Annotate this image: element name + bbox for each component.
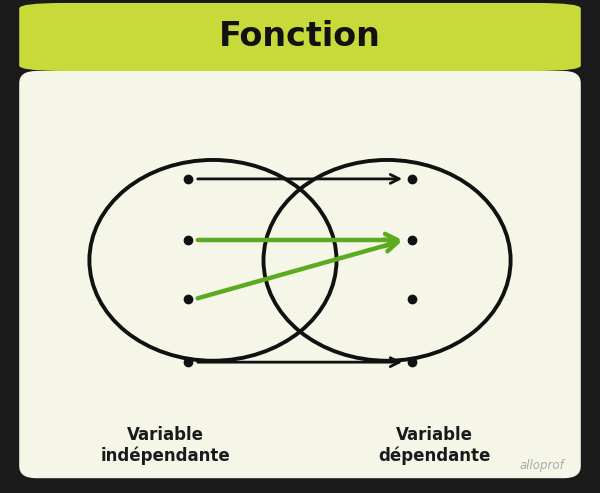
FancyBboxPatch shape [19, 71, 581, 478]
FancyArrowPatch shape [198, 358, 399, 367]
FancyArrowPatch shape [197, 240, 398, 298]
FancyArrowPatch shape [198, 234, 397, 246]
FancyBboxPatch shape [19, 3, 581, 71]
Text: Fonction: Fonction [219, 21, 381, 53]
FancyArrowPatch shape [198, 175, 399, 183]
Text: Variable
indépendante: Variable indépendante [100, 426, 230, 465]
Text: alloprof: alloprof [519, 459, 564, 472]
Text: Variable
dépendante: Variable dépendante [379, 426, 491, 465]
